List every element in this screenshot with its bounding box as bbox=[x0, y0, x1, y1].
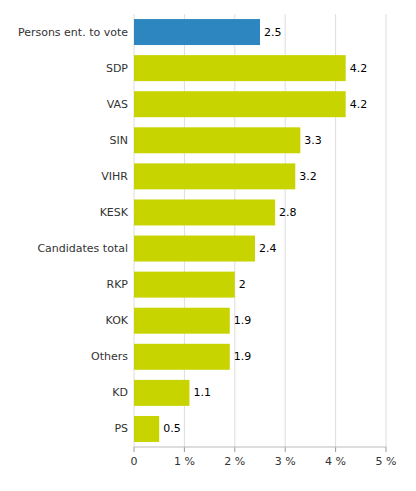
data-label: 2.4 bbox=[259, 242, 277, 255]
tick-label: 3 % bbox=[275, 455, 296, 468]
data-label: 2 bbox=[239, 278, 246, 291]
labels: 2.5 Persons ent. to vote 4.2 SDP 4.2 VAS 3.3 SI… bbox=[18, 26, 367, 436]
tick-mark bbox=[184, 447, 185, 452]
category-label: VIHR bbox=[101, 170, 128, 183]
tick-label: 2 % bbox=[224, 455, 245, 468]
grid bbox=[134, 14, 386, 447]
bar bbox=[134, 163, 295, 189]
bar bbox=[134, 19, 260, 45]
category-label: VAS bbox=[107, 98, 128, 111]
bar bbox=[134, 272, 235, 298]
data-label: 0.5 bbox=[163, 422, 181, 435]
data-label: 3.2 bbox=[299, 170, 317, 183]
category-label: SIN bbox=[110, 134, 128, 147]
bar bbox=[134, 308, 230, 334]
bar bbox=[134, 236, 255, 262]
bar bbox=[134, 380, 189, 406]
axis-line bbox=[134, 447, 386, 448]
category-label: PS bbox=[114, 422, 128, 435]
category-label: Persons ent. to vote bbox=[18, 26, 128, 39]
data-label: 1.1 bbox=[193, 386, 211, 399]
tick-mark bbox=[335, 447, 336, 452]
tick-label: 1 % bbox=[174, 455, 195, 468]
data-label: 1.9 bbox=[234, 350, 252, 363]
category-label: KESK bbox=[100, 206, 129, 219]
bar bbox=[134, 416, 159, 442]
bar bbox=[134, 127, 300, 153]
bar bbox=[134, 344, 230, 370]
data-label: 2.5 bbox=[264, 26, 282, 39]
data-label: 3.3 bbox=[304, 134, 322, 147]
data-label: 1.9 bbox=[234, 314, 252, 327]
x-axis: 0 1 % 2 % 3 % 4 % 5 % bbox=[131, 447, 397, 468]
category-label: RKP bbox=[107, 278, 129, 291]
category-label: Others bbox=[91, 350, 128, 363]
bar bbox=[134, 91, 346, 117]
tick-label: 0 bbox=[131, 455, 138, 468]
bars bbox=[134, 19, 346, 442]
tick-label: 4 % bbox=[325, 455, 346, 468]
chart: 0 1 % 2 % 3 % 4 % 5 % 2.5 Persons ent. to vote 4… bbox=[0, 0, 416, 491]
tick-mark bbox=[386, 447, 387, 452]
tick-label: 5 % bbox=[376, 455, 397, 468]
data-label: 4.2 bbox=[350, 62, 368, 75]
bar bbox=[134, 199, 275, 225]
category-label: KOK bbox=[106, 314, 129, 327]
tick-mark bbox=[285, 447, 286, 452]
data-label: 2.8 bbox=[279, 206, 297, 219]
category-label: KD bbox=[112, 386, 128, 399]
data-label: 4.2 bbox=[350, 98, 368, 111]
tick-mark bbox=[134, 447, 135, 452]
category-label: Candidates total bbox=[37, 242, 128, 255]
category-label: SDP bbox=[106, 62, 128, 75]
grid-line bbox=[386, 14, 387, 447]
tick-mark bbox=[234, 447, 235, 452]
bar bbox=[134, 55, 346, 81]
